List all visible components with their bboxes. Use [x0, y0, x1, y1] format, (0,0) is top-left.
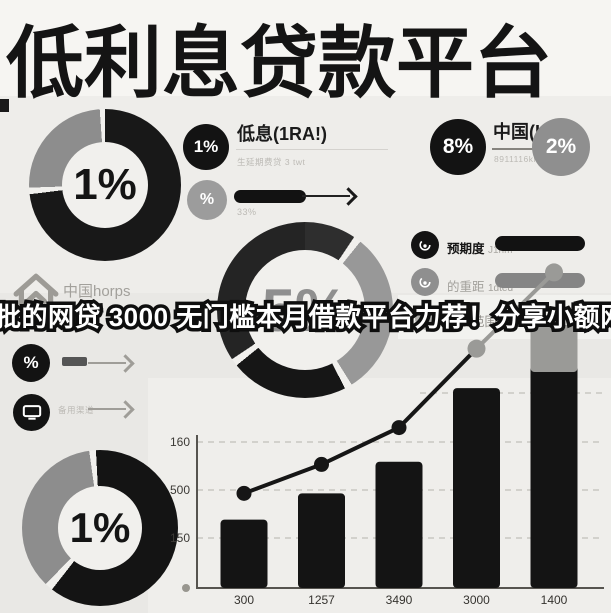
svg-text:300: 300 — [234, 593, 254, 607]
gauge-icon-glyph — [419, 276, 431, 288]
monitor-icon — [13, 394, 50, 431]
row-pill-gray — [495, 273, 585, 288]
page-title: 低利息贷款平台 — [6, 19, 553, 107]
donut-bottom-left: 1% — [22, 450, 178, 606]
donut-value: 1% — [58, 486, 142, 570]
banner-text: 批的网贷 3000 无门槛本月借款平台力荐！分享小额网贷口子3000无门 — [0, 302, 611, 332]
arrow-line — [88, 362, 126, 364]
percent-badge: % — [12, 344, 50, 382]
arrow-line — [302, 195, 350, 197]
row-label: 的重距 1dted — [447, 276, 513, 295]
row-label-strong: 预期度 — [447, 242, 485, 256]
gauge-icon — [411, 231, 439, 259]
low-interest-subtitle: 生延期费贷 3 twt — [237, 157, 306, 167]
svg-text:3000: 3000 — [463, 593, 490, 607]
arrow-line — [88, 408, 126, 410]
svg-text:1400: 1400 — [541, 593, 568, 607]
divider — [236, 149, 388, 150]
donut-value: 5% — [245, 250, 365, 370]
china-badge-gray: 2% — [532, 118, 590, 176]
china-badge-dark: 8% — [430, 119, 486, 175]
donut-value: 1% — [62, 142, 148, 228]
progress-pill — [234, 190, 306, 203]
home-card-title: 中国horps — [63, 283, 131, 300]
donut-center: 5% — [217, 222, 393, 398]
svg-text:1257: 1257 — [308, 593, 335, 607]
donut-top-left: 1% — [29, 109, 181, 261]
low-interest-badge: 1% — [183, 124, 229, 170]
gauge-icon — [411, 268, 439, 296]
svg-text:160: 160 — [170, 435, 190, 449]
home-icon — [13, 273, 59, 316]
monitor-icon-glyph — [22, 405, 41, 420]
mini-bar — [62, 357, 87, 366]
low-interest-title: 低息(1RA!) — [237, 124, 327, 144]
gauge-icon-glyph — [419, 239, 431, 251]
header: 低利息贷款平台 — [0, 0, 611, 107]
china-subtitle: 8911116km — [494, 154, 542, 164]
edge-artifact-mark — [0, 99, 9, 112]
row-pill-dark — [495, 236, 585, 251]
percent-badge: % — [187, 180, 227, 220]
progress-caption: 33% — [237, 207, 257, 217]
svg-text:3490: 3490 — [386, 593, 413, 607]
svg-text:150: 150 — [170, 531, 190, 545]
row-label-strong: 的重距 — [447, 280, 485, 294]
svg-text:500: 500 — [170, 483, 190, 497]
backup-label: 备用渠道 — [58, 405, 95, 415]
banner-text-outline: 批的网贷 3000 无门槛本月借款平台力荐！分享小额网贷口子3000无门 — [0, 299, 611, 336]
range-dot — [415, 306, 439, 330]
range-label: 额度范围 — [447, 315, 498, 329]
row-label-sub: 1dted — [488, 283, 514, 294]
